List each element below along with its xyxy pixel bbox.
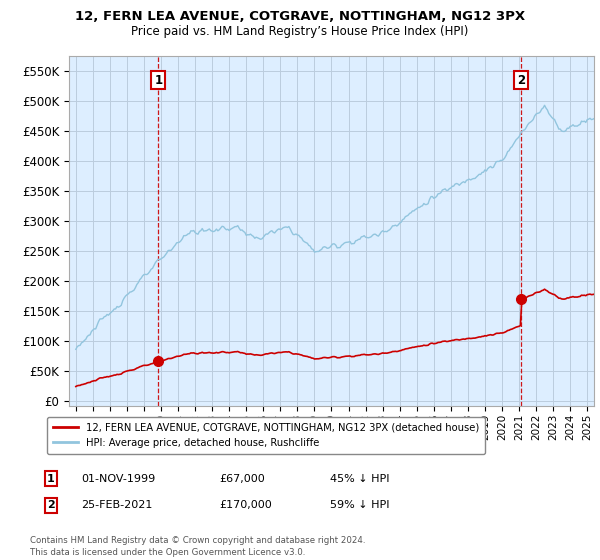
Text: 45% ↓ HPI: 45% ↓ HPI <box>330 474 389 484</box>
Text: 1: 1 <box>47 474 55 484</box>
Text: Price paid vs. HM Land Registry’s House Price Index (HPI): Price paid vs. HM Land Registry’s House … <box>131 25 469 38</box>
Text: 2: 2 <box>517 73 526 86</box>
Text: 59% ↓ HPI: 59% ↓ HPI <box>330 500 389 510</box>
Text: 12, FERN LEA AVENUE, COTGRAVE, NOTTINGHAM, NG12 3PX: 12, FERN LEA AVENUE, COTGRAVE, NOTTINGHA… <box>75 10 525 23</box>
Text: £170,000: £170,000 <box>219 500 272 510</box>
Text: 2: 2 <box>47 500 55 510</box>
Text: 1: 1 <box>154 73 163 86</box>
Legend: 12, FERN LEA AVENUE, COTGRAVE, NOTTINGHAM, NG12 3PX (detached house), HPI: Avera: 12, FERN LEA AVENUE, COTGRAVE, NOTTINGHA… <box>47 417 485 454</box>
Text: 01-NOV-1999: 01-NOV-1999 <box>81 474 155 484</box>
Text: £67,000: £67,000 <box>219 474 265 484</box>
Text: Contains HM Land Registry data © Crown copyright and database right 2024.
This d: Contains HM Land Registry data © Crown c… <box>30 536 365 557</box>
Text: 25-FEB-2021: 25-FEB-2021 <box>81 500 152 510</box>
